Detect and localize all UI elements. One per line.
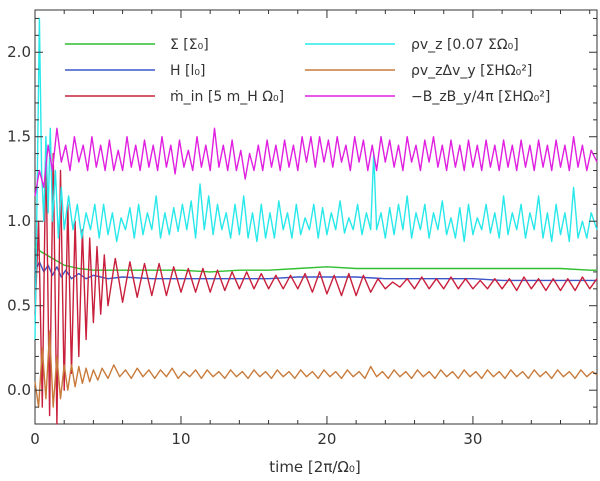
series-layer: [34, 17, 598, 425]
series-line-1: [34, 246, 597, 273]
legend-label-3: ṁ_in [5 m_H Ω₀]: [170, 89, 284, 105]
legend-label-1: Σ [Σ₀]: [170, 37, 209, 53]
y-tick-label: 2.0: [7, 43, 31, 61]
series-line-3: [34, 144, 598, 425]
ticks-layer: 0 10 20 30 0.0 0.5 1.0 1.5 2.0: [7, 10, 597, 448]
legend-label-2: H [l₀]: [170, 63, 205, 79]
x-tick-label: 0: [30, 430, 40, 448]
y-tick-label: 0.0: [7, 381, 31, 399]
x-tick-label: 30: [463, 430, 482, 448]
x-tick-label: 20: [317, 430, 336, 448]
y-tick-label: 0.5: [7, 297, 31, 315]
y-tick-label: 1.0: [7, 212, 31, 230]
series-line-4: [34, 17, 598, 340]
series-line-6: [34, 127, 598, 197]
legend-label-4: ρv_z [0.07 ΣΩ₀]: [411, 37, 519, 53]
x-axis-label: time [2π/Ω₀]: [269, 458, 360, 476]
legend-label-6: −B_zB_y/4π [ΣHΩ₀²]: [411, 89, 550, 105]
series-line-2: [34, 261, 597, 282]
legend: Σ [Σ₀] H [l₀] ṁ_in [5 m_H Ω₀] ρv_z [0.07 ΣΩ…: [65, 37, 550, 105]
plot-frame: [34, 9, 598, 425]
legend-label-5: ρv_zΔv_y [ΣHΩ₀²]: [411, 63, 532, 79]
series-line-5: [34, 330, 598, 408]
y-tick-label: 1.5: [7, 128, 31, 146]
x-tick-label: 10: [171, 430, 190, 448]
